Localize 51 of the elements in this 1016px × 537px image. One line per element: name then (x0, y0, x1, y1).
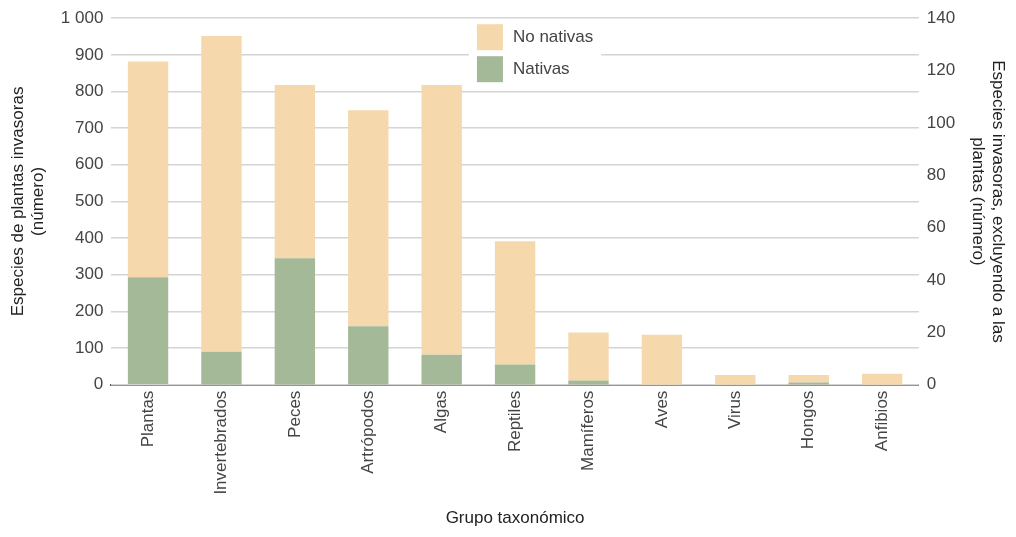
y-tick-label: 900 (74, 44, 104, 64)
y2-tick-label: 60 (926, 217, 946, 237)
bar (348, 326, 389, 385)
bar (788, 374, 829, 383)
x-tick-label: Algas (431, 390, 451, 434)
y2-tick-label: 120 (926, 60, 956, 80)
y-axis-title: Especies de plantas invasoras (número) (7, 86, 48, 317)
x-tick-label: Artrópodos (357, 390, 377, 474)
y-tick-label: 0 (93, 374, 104, 394)
y-tick-label: 200 (74, 301, 104, 321)
y-tick-label: 600 (74, 154, 104, 174)
y-tick-label: 100 (74, 337, 104, 357)
bar (274, 84, 316, 259)
x-tick-label: Invertebrados (211, 390, 231, 495)
bar (641, 334, 683, 385)
y2-tick-label: 140 (926, 7, 956, 27)
y2-tick-label: 80 (926, 164, 946, 184)
bar (568, 332, 609, 381)
y-tick-label: 700 (74, 117, 104, 137)
y-tick-label: 400 (74, 227, 104, 247)
y-tick-label: 300 (74, 264, 104, 284)
bar (715, 374, 756, 385)
x-tick-label: Plantas (137, 390, 157, 448)
y2-tick-label: 0 (926, 374, 937, 394)
y2-tick-label: 40 (926, 269, 946, 289)
legend-label: Nativas (512, 58, 570, 78)
bar (861, 373, 903, 385)
y-tick-label: 800 (74, 81, 104, 101)
bar (568, 380, 609, 385)
bar (421, 84, 462, 355)
bar (421, 354, 462, 385)
y2-tick-label: 20 (926, 321, 946, 341)
y-tick-label: 1 000 (60, 7, 104, 27)
bar (201, 351, 242, 385)
x-tick-label: Virus (725, 390, 744, 430)
bar (274, 258, 316, 385)
x-tick-label: Reptiles (504, 390, 524, 453)
x-tick-label: Mamíferos (578, 390, 598, 471)
bar (494, 364, 536, 385)
y-tick-label: 500 (74, 191, 104, 211)
bar (201, 36, 242, 352)
x-tick-label: Anfibios (871, 390, 891, 452)
y2-tick-label: 100 (926, 112, 956, 132)
x-tick-label: Hongos (798, 390, 818, 450)
x-axis-title: Grupo taxonómico (445, 508, 585, 528)
y2-axis-title: Especies invasoras, excluyendo a las plantas (número) (968, 60, 1009, 343)
bar (348, 110, 389, 327)
x-tick-label: Aves (651, 390, 671, 429)
bar (494, 241, 536, 365)
legend-label: No nativas (512, 26, 594, 46)
x-tick-label: Peces (284, 390, 304, 438)
